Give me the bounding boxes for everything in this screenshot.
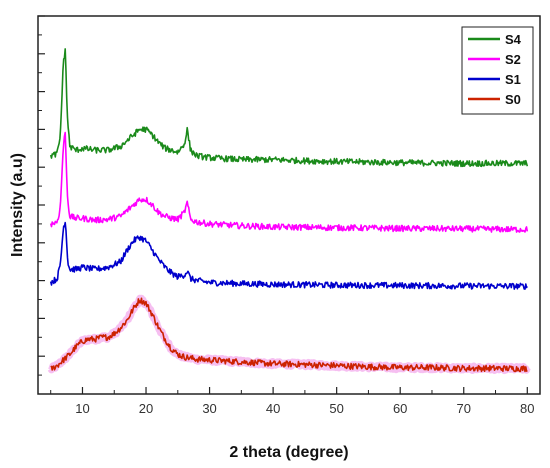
legend-label-s1: S1 [505, 72, 521, 87]
x-axis-ticks: 10 20 30 40 50 60 70 80 [50, 387, 535, 416]
series-s4-line [49, 48, 529, 168]
y-axis-ticks [38, 15, 45, 376]
y-axis-title: Intensity (a.u) [9, 153, 26, 257]
x-tick-label: 70 [457, 401, 471, 416]
legend: S4 S2 S1 S0 [461, 26, 534, 115]
series-s1-line [49, 221, 528, 290]
series-layer [47, 48, 531, 375]
x-tick-label: 10 [75, 401, 89, 416]
legend-label-s4: S4 [505, 32, 522, 47]
x-tick-label: 80 [520, 401, 534, 416]
series-s0-halo [47, 294, 531, 375]
legend-label-s2: S2 [505, 52, 521, 67]
series-s0-line [50, 297, 528, 373]
legend-label-s0: S0 [505, 92, 521, 107]
x-tick-label: 40 [266, 401, 280, 416]
x-tick-label: 30 [202, 401, 216, 416]
x-axis-title: 2 theta (degree) [229, 444, 348, 461]
x-tick-label: 20 [139, 401, 153, 416]
x-tick-label: 60 [393, 401, 407, 416]
series-s2-line [49, 131, 529, 233]
x-tick-label: 50 [329, 401, 343, 416]
